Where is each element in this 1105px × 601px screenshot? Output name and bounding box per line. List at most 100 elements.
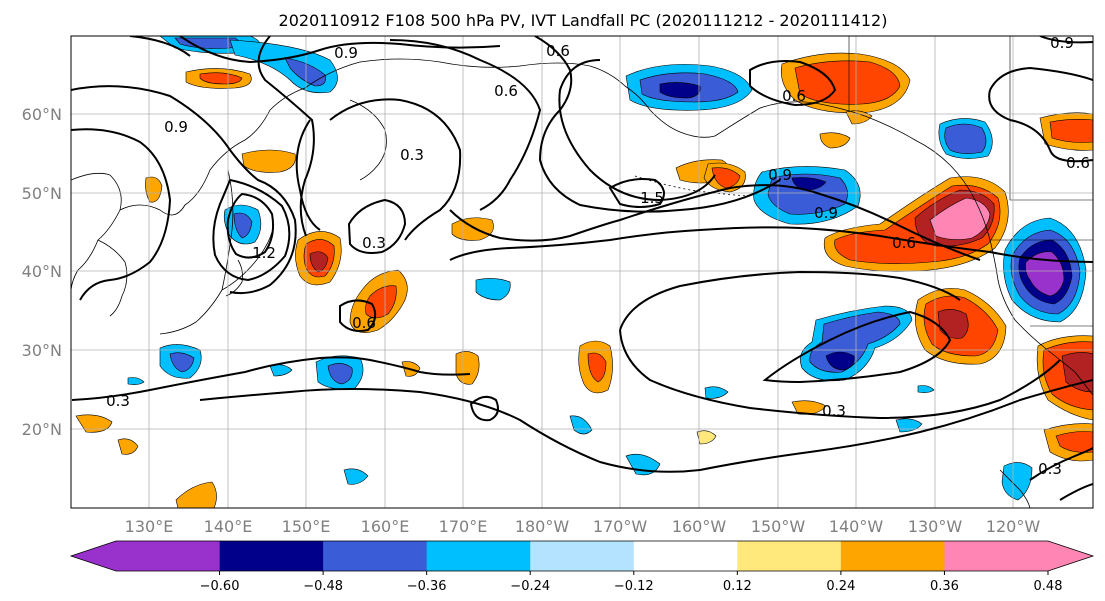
latitude-label: 30°N: [22, 341, 62, 360]
contour-label: 0.6: [546, 42, 570, 60]
gridlines: [71, 36, 1093, 508]
negative-anomaly: [169, 352, 195, 373]
colorbar-swatch: [323, 541, 428, 571]
positive-anomaly: [241, 149, 296, 173]
longitude-label: 120°W: [986, 517, 1041, 536]
colorbar-swatches: [71, 541, 1093, 571]
coastline: [999, 469, 1031, 508]
longitude-label: 150°W: [751, 517, 806, 536]
coastline: [989, 239, 1093, 396]
contour-line: [762, 310, 952, 384]
contour-line: [749, 60, 837, 107]
coastline: [304, 58, 591, 89]
contour-label: 0.6: [892, 234, 916, 252]
colorbar-ticks: −0.60 −0.48 −0.36 −0.24 −0.12 0.12 0.24 0.36 0.4…: [200, 571, 1063, 594]
border-layer: [848, 36, 1093, 327]
negative-anomaly: [944, 123, 987, 154]
negative-anomaly: [825, 351, 855, 371]
contour-label: 0.9: [768, 166, 792, 184]
contour-line: [129, 36, 191, 57]
contour-line: [469, 395, 499, 422]
contour-label: 0.3: [362, 234, 386, 252]
contour-label: 0.3: [400, 146, 424, 164]
contour-line: [449, 226, 1093, 263]
positive-anomaly: [365, 285, 397, 319]
colorbar-swatch: [840, 541, 945, 571]
colorbar-tick-label: −0.48: [303, 579, 343, 594]
contour-line: [71, 128, 172, 301]
negative-anomaly: [127, 377, 145, 385]
colorbar-tick-label: −0.60: [200, 579, 240, 594]
colorbar-tick-label: −0.36: [407, 579, 447, 594]
contour-label: 0.6: [1066, 154, 1090, 172]
positive-anomaly: [1049, 119, 1093, 143]
latitude-label: 40°N: [22, 262, 62, 281]
contour-line: [347, 198, 407, 254]
positive-anomaly: [819, 132, 851, 149]
colorbar-swatch: [426, 541, 531, 571]
negative-anomaly: [343, 468, 369, 485]
colorbar-tick-label: 0.48: [1034, 579, 1063, 594]
negative-anomaly: [327, 363, 353, 385]
colorbar-extend-min: [71, 541, 220, 571]
contour-line: [449, 209, 621, 242]
negative-anomaly: [767, 173, 848, 215]
contour-label: 0.6: [494, 82, 518, 100]
contour-line: [1029, 447, 1093, 481]
coastline: [634, 175, 749, 197]
colorbar-tick-label: 0.12: [723, 579, 752, 594]
contour-layer: [71, 36, 1093, 501]
coastline: [714, 101, 991, 241]
positive-anomaly: [175, 481, 217, 508]
contour-line: [1059, 483, 1093, 501]
colorbar-swatch: [633, 541, 738, 571]
contour-line: [295, 119, 321, 231]
longitude-label: 130°W: [908, 517, 963, 536]
contour-line: [212, 178, 291, 282]
colorbar-swatch: [530, 541, 635, 571]
negative-anomaly: [475, 278, 511, 301]
colorbar-extend-max: [944, 541, 1093, 571]
longitude-label: 170°W: [593, 517, 648, 536]
border: [1009, 36, 1093, 201]
contour-label: 0.9: [164, 118, 188, 136]
contour-line: [989, 66, 1093, 91]
contour-label: 0.3: [822, 402, 846, 420]
longitude-label: 180°W: [515, 517, 570, 536]
positive-anomaly: [929, 197, 991, 240]
colorbar-tick-label: −0.12: [614, 579, 654, 594]
contour-label: 0.9: [1050, 34, 1074, 52]
longitude-label: 160°E: [361, 517, 410, 536]
contour-label: 0.9: [814, 204, 838, 222]
longitude-label: 150°E: [282, 517, 331, 536]
coastline: [589, 65, 716, 138]
contour-line: [988, 89, 1093, 163]
coastline: [71, 172, 122, 291]
contour-line: [226, 192, 275, 259]
latitude-label: 50°N: [22, 184, 62, 203]
colorbar-swatch: [737, 541, 842, 571]
positive-anomaly: [1055, 431, 1093, 453]
negative-anomaly: [569, 415, 593, 435]
colorbar-tick-label: 0.24: [826, 579, 855, 594]
contour-label: 1.5: [640, 189, 664, 207]
contour-line: [558, 59, 716, 202]
negative-anomaly: [284, 57, 326, 87]
positive-anomaly: [117, 438, 139, 455]
coastline: [119, 87, 306, 216]
contour-line: [199, 379, 1093, 473]
longitude-label: 160°W: [672, 517, 727, 536]
coastline: [221, 231, 273, 291]
map-panel: 0.9 0.6 0.6 0.9 0.6 0.9 0.3 1.5 0.9 0.9 …: [70, 34, 1094, 509]
contour-line: [608, 178, 665, 208]
longitude-label: 130°E: [125, 517, 174, 536]
shading-layer: [75, 36, 1093, 508]
positive-anomaly: [75, 414, 113, 433]
negative-anomaly: [791, 177, 827, 191]
positive-anomaly: [696, 430, 717, 445]
contour-line: [71, 85, 297, 295]
contour-line: [619, 329, 1061, 420]
contour-label-layer: 0.9 0.6 0.6 0.9 0.6 0.9 0.3 1.5 0.9 0.9 …: [106, 34, 1090, 478]
map-frame: [70, 35, 1094, 509]
